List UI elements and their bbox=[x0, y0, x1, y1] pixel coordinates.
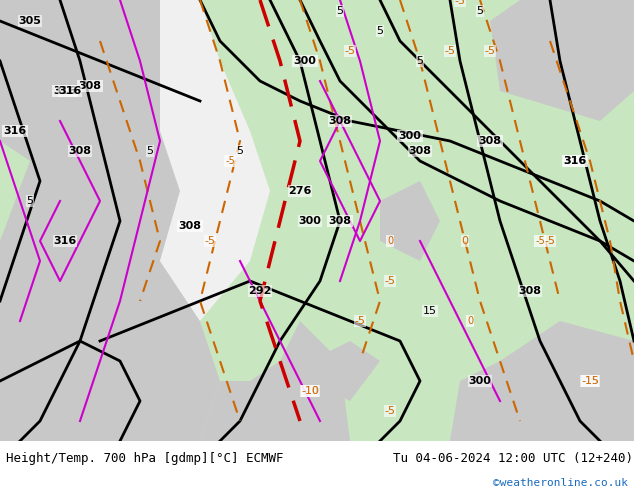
Text: -5: -5 bbox=[344, 46, 356, 56]
Text: -10: -10 bbox=[302, 386, 318, 396]
Text: 5: 5 bbox=[477, 6, 484, 16]
Text: -5: -5 bbox=[545, 236, 555, 246]
Text: ©weatheronline.co.uk: ©weatheronline.co.uk bbox=[493, 478, 628, 488]
Text: 316: 316 bbox=[53, 236, 77, 246]
Text: -5: -5 bbox=[384, 276, 396, 286]
Text: -15: -15 bbox=[581, 376, 599, 386]
Text: 308: 308 bbox=[328, 116, 351, 126]
Text: 316: 316 bbox=[53, 86, 77, 96]
Text: -15: -15 bbox=[582, 376, 598, 386]
Text: 5: 5 bbox=[337, 6, 344, 16]
Polygon shape bbox=[490, 0, 634, 121]
Text: 305: 305 bbox=[18, 16, 41, 26]
Text: -5: -5 bbox=[205, 236, 216, 246]
Polygon shape bbox=[160, 0, 270, 321]
Text: 15: 15 bbox=[423, 306, 437, 316]
Text: 308: 308 bbox=[519, 286, 541, 296]
Text: Tu 04-06-2024 12:00 UTC (12+240): Tu 04-06-2024 12:00 UTC (12+240) bbox=[393, 452, 633, 465]
Polygon shape bbox=[380, 181, 440, 261]
Polygon shape bbox=[450, 321, 634, 441]
Text: 5: 5 bbox=[377, 26, 384, 36]
Text: 300: 300 bbox=[399, 131, 422, 141]
Text: -5: -5 bbox=[535, 236, 545, 246]
Text: Height/Temp. 700 hPa [gdmp][°C] ECMWF: Height/Temp. 700 hPa [gdmp][°C] ECMWF bbox=[6, 452, 284, 465]
Text: 316: 316 bbox=[564, 156, 586, 166]
Text: -5: -5 bbox=[484, 46, 496, 56]
Text: 292: 292 bbox=[249, 286, 272, 296]
Polygon shape bbox=[310, 341, 380, 401]
Text: -10: -10 bbox=[301, 386, 319, 396]
Text: 5: 5 bbox=[417, 56, 424, 66]
Text: -5: -5 bbox=[225, 156, 235, 166]
Text: 5: 5 bbox=[27, 196, 34, 206]
Text: -5: -5 bbox=[384, 406, 396, 416]
Text: 5: 5 bbox=[146, 146, 153, 156]
Text: 0: 0 bbox=[462, 236, 469, 246]
Text: 0: 0 bbox=[387, 236, 393, 246]
Text: 308: 308 bbox=[479, 136, 501, 146]
Text: 308: 308 bbox=[408, 146, 432, 156]
Polygon shape bbox=[200, 321, 350, 441]
Text: 276: 276 bbox=[288, 186, 312, 196]
Text: 308: 308 bbox=[68, 146, 91, 156]
Text: 308: 308 bbox=[179, 221, 202, 231]
Text: 316: 316 bbox=[3, 126, 27, 136]
Text: -5: -5 bbox=[455, 0, 465, 6]
Polygon shape bbox=[0, 0, 220, 441]
Text: 316: 316 bbox=[564, 156, 586, 166]
Text: 300: 300 bbox=[294, 56, 316, 66]
Text: 308: 308 bbox=[328, 216, 351, 226]
Text: -5: -5 bbox=[354, 316, 365, 326]
Text: 0: 0 bbox=[467, 316, 473, 326]
Text: 5: 5 bbox=[236, 146, 243, 156]
Text: 316: 316 bbox=[58, 86, 82, 96]
Text: 308: 308 bbox=[79, 81, 101, 91]
Text: 300: 300 bbox=[469, 376, 491, 386]
Text: -5: -5 bbox=[444, 46, 455, 56]
Text: 300: 300 bbox=[299, 216, 321, 226]
